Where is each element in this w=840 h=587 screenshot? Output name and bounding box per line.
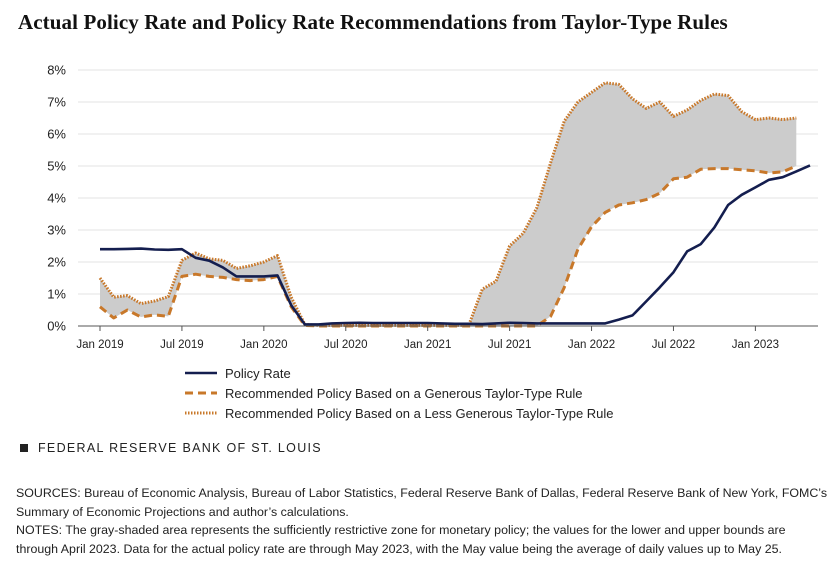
legend-item-policy-rate: Policy Rate bbox=[183, 363, 614, 383]
y-tick-label: 7% bbox=[47, 95, 66, 110]
y-tick-label: 0% bbox=[47, 319, 66, 334]
x-tick-label: Jul 2021 bbox=[488, 339, 531, 351]
series-policy-rate bbox=[100, 164, 811, 326]
line-chart: 0% 1% 2% 3% 4% 5% 6% 7% 8% Jan 2019 Jul 2019 Jan 20… bbox=[47, 63, 818, 351]
x-tick-label: Jan 2021 bbox=[404, 339, 451, 351]
x-tick-label: Jan 2022 bbox=[568, 339, 615, 351]
source-brand: FEDERAL RESERVE BANK OF ST. LOUIS bbox=[20, 441, 322, 455]
chart-legend: Policy Rate Recommended Policy Based on … bbox=[183, 363, 614, 423]
series-less-generous-rule bbox=[98, 81, 797, 327]
y-tick-label: 6% bbox=[47, 127, 66, 142]
legend-label: Recommended Policy Based on a Less Gener… bbox=[225, 405, 614, 421]
chart-axes: 0% 1% 2% 3% 4% 5% 6% 7% 8% Jan 2019 Jul 2019 Jan 20… bbox=[47, 63, 818, 351]
x-tick-label: Jan 2020 bbox=[240, 339, 287, 351]
brand-text: FEDERAL RESERVE BANK OF ST. LOUIS bbox=[38, 441, 322, 455]
x-tick-label: Jul 2022 bbox=[652, 339, 695, 351]
series-generous-rule bbox=[99, 164, 797, 328]
legend-label: Recommended Policy Based on a Generous T… bbox=[225, 385, 583, 401]
x-tick-label: Jan 2023 bbox=[732, 339, 779, 351]
chart-title: Actual Policy Rate and Policy Rate Recom… bbox=[18, 10, 728, 34]
x-tick-label: Jul 2019 bbox=[160, 339, 203, 351]
shaded-zone bbox=[100, 82, 797, 326]
y-tick-label: 5% bbox=[47, 159, 66, 174]
x-tick-label: Jul 2020 bbox=[324, 339, 367, 351]
legend-item-generous-rule: Recommended Policy Based on a Generous T… bbox=[183, 383, 614, 403]
legend-swatch-dashed bbox=[183, 387, 219, 399]
legend-swatch-dotted bbox=[183, 407, 219, 419]
y-tick-label: 8% bbox=[47, 63, 66, 78]
brand-square-icon bbox=[20, 444, 28, 452]
sources-text: SOURCES: Bureau of Economic Analysis, Bu… bbox=[16, 486, 828, 519]
legend-swatch-solid bbox=[183, 367, 219, 379]
y-tick-label: 2% bbox=[47, 255, 66, 270]
notes-text: NOTES: The gray-shaded area represents t… bbox=[16, 523, 786, 556]
y-tick-label: 1% bbox=[47, 287, 66, 302]
legend-item-less-generous-rule: Recommended Policy Based on a Less Gener… bbox=[183, 403, 614, 423]
chart-series bbox=[98, 81, 811, 328]
notes-block: SOURCES: Bureau of Economic Analysis, Bu… bbox=[16, 484, 828, 558]
legend-label: Policy Rate bbox=[225, 365, 291, 381]
y-tick-label: 3% bbox=[47, 223, 66, 238]
x-tick-label: Jan 2019 bbox=[76, 339, 123, 351]
restrictive-zone-area bbox=[100, 82, 797, 326]
y-tick-label: 4% bbox=[47, 191, 66, 206]
